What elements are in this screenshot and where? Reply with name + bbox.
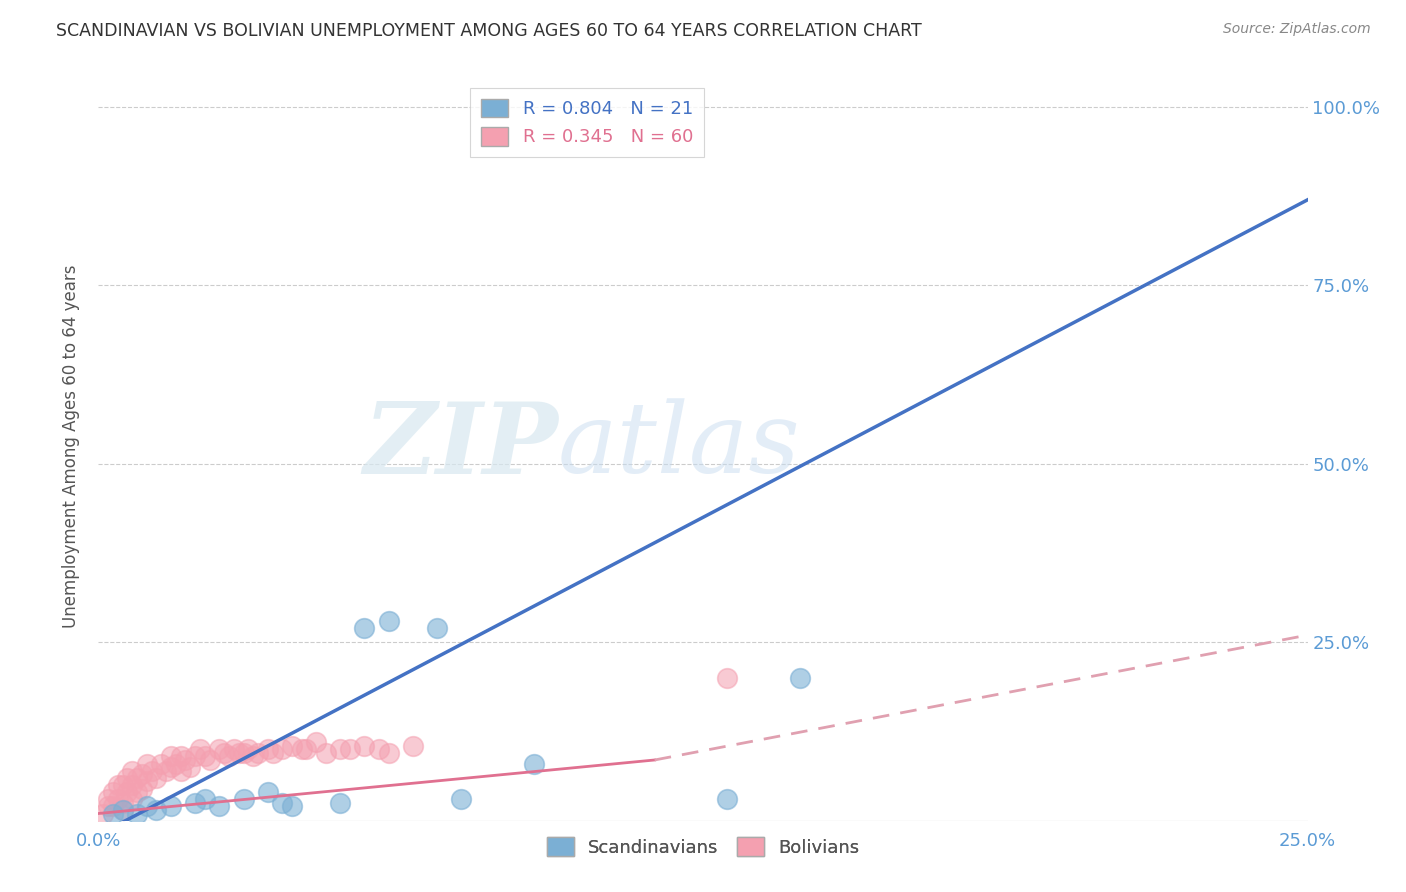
Point [160, 749, 183, 764]
Point [111, 803, 134, 817]
Point [141, 764, 163, 778]
Point [101, 785, 124, 799]
Point [329, 796, 352, 810]
Point [716, 792, 738, 806]
Point [169, 764, 191, 778]
Point [145, 803, 167, 817]
Point [377, 746, 399, 760]
Point [107, 778, 129, 792]
Point [450, 792, 472, 806]
Point [353, 739, 375, 753]
Point [402, 739, 425, 753]
Point [329, 742, 352, 756]
Point [111, 803, 134, 817]
Point [127, 806, 149, 821]
Point [315, 746, 337, 760]
Point [295, 742, 318, 756]
Point [127, 785, 149, 799]
Point [353, 621, 375, 635]
Point [101, 799, 124, 814]
Point [194, 792, 217, 806]
Point [135, 774, 157, 789]
Point [169, 749, 191, 764]
Point [339, 742, 361, 756]
Point [91, 806, 114, 821]
Text: ZIP: ZIP [363, 398, 558, 494]
Point [160, 799, 183, 814]
Point [212, 746, 235, 760]
Point [160, 760, 183, 774]
Point [184, 796, 207, 810]
Point [127, 771, 149, 785]
Point [281, 739, 304, 753]
Point [101, 806, 124, 821]
Point [222, 742, 245, 756]
Point [188, 742, 211, 756]
Point [281, 799, 304, 814]
Point [165, 756, 187, 771]
Point [135, 756, 157, 771]
Legend: Scandinavians, Bolivians: Scandinavians, Bolivians [540, 830, 866, 864]
Point [242, 749, 264, 764]
Point [218, 749, 240, 764]
Point [290, 742, 312, 756]
Text: Source: ZipAtlas.com: Source: ZipAtlas.com [1223, 22, 1371, 37]
Point [368, 742, 391, 756]
Point [184, 749, 207, 764]
Point [107, 792, 129, 806]
Point [271, 742, 294, 756]
Point [232, 746, 254, 760]
Point [262, 746, 284, 760]
Point [305, 735, 328, 749]
Point [121, 792, 143, 806]
Point [208, 799, 231, 814]
Point [121, 764, 143, 778]
Point [271, 796, 294, 810]
Point [232, 792, 254, 806]
Point [174, 753, 197, 767]
Point [247, 746, 270, 760]
Point [97, 799, 120, 814]
Text: SCANDINAVIAN VS BOLIVIAN UNEMPLOYMENT AMONG AGES 60 TO 64 YEARS CORRELATION CHAR: SCANDINAVIAN VS BOLIVIAN UNEMPLOYMENT AM… [56, 22, 922, 40]
Point [97, 792, 120, 806]
Y-axis label: Unemployment Among Ages 60 to 64 years: Unemployment Among Ages 60 to 64 years [62, 264, 80, 628]
Point [238, 742, 260, 756]
Point [228, 746, 250, 760]
Point [131, 767, 153, 781]
Point [523, 756, 546, 771]
Point [150, 756, 173, 771]
Point [145, 771, 167, 785]
Point [111, 778, 134, 792]
Point [426, 621, 449, 635]
Point [117, 771, 139, 785]
Point [111, 796, 134, 810]
Point [256, 785, 278, 799]
Point [135, 799, 157, 814]
Point [131, 781, 153, 796]
Point [117, 785, 139, 799]
Point [121, 778, 143, 792]
Point [256, 742, 278, 756]
Point [789, 671, 811, 685]
Point [377, 614, 399, 628]
Point [194, 749, 217, 764]
Text: atlas: atlas [558, 399, 800, 493]
Point [155, 764, 177, 778]
Point [208, 742, 231, 756]
Point [716, 671, 738, 685]
Point [179, 760, 201, 774]
Point [198, 753, 221, 767]
